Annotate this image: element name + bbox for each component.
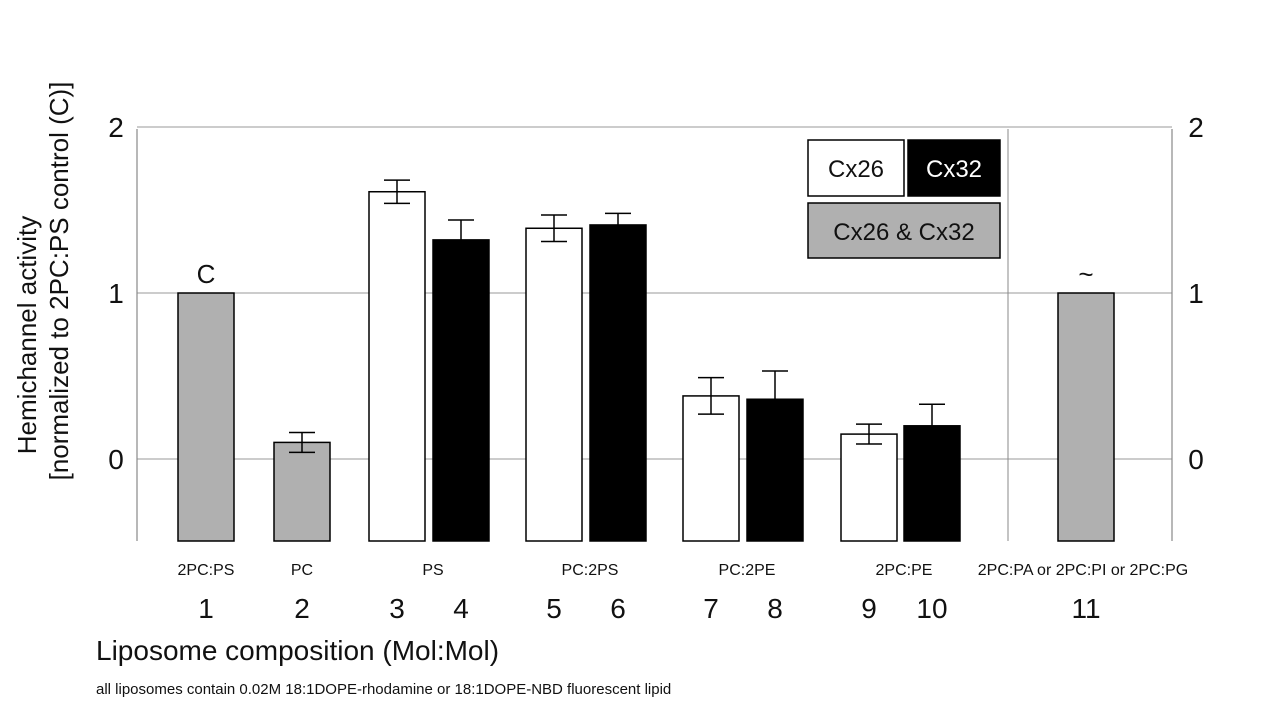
group-label-7: 2PC:PA or 2PC:PI or 2PC:PG [978,562,1188,579]
bar-number-label-3: 3 [389,593,405,624]
bar-5 [525,227,583,542]
group-label-3: PS [422,562,443,579]
bar-number-label-9: 9 [861,593,877,624]
bar-annotation-11: ~ [1078,259,1093,289]
bar-number-label-2: 2 [294,593,310,624]
y-tick-label-left-2: 2 [108,112,124,143]
legend-swatch-cx26-cx32 [807,202,1001,259]
bar-7 [682,395,740,542]
bar-6 [589,224,647,542]
legend-swatch-cx32 [907,139,1001,197]
legend-label-cx26: Cx26 [828,156,884,183]
bar-11 [1057,292,1115,542]
bar-number-label-4: 4 [453,593,469,624]
bar-3 [368,190,426,542]
bar-number-label-7: 7 [703,593,719,624]
y-axis-label-line2: [normalized to 2PC:PS control (C)] [44,82,74,481]
legend-swatch-cx26 [807,139,905,197]
y-tick-label-left-1: 1 [108,278,124,309]
bar-4 [432,239,490,542]
bars-layer: C ~ [177,179,1115,542]
bar-number-label-5: 5 [546,593,562,624]
bar-9 [840,433,898,542]
bar-number-label-8: 8 [767,593,783,624]
y-tick-label-left-0: 0 [108,444,124,475]
grid-layer [136,126,1173,541]
bar-annotation-1: C [197,259,216,289]
bar-2 [273,441,331,542]
y-tick-label-right-2: 2 [1188,112,1204,143]
group-label-6: 2PC:PE [876,562,933,579]
y-tick-label-right-1: 1 [1188,278,1204,309]
bar-number-label-11: 11 [1071,593,1100,624]
legend-label-cx32: Cx32 [926,156,982,183]
legend: Cx26 Cx32 Cx26 & Cx32 [807,139,1001,259]
group-label-2: PC [291,562,313,579]
bar-number-label-1: 1 [198,593,214,624]
group-label-5: PC:2PE [719,562,776,579]
bar-1 [177,292,235,542]
bar-number-label-6: 6 [610,593,626,624]
group-label-4: PC:2PS [562,562,619,579]
bar-number-label-10: 10 [916,593,947,624]
footnote: all liposomes contain 0.02M 18:1DOPE-rho… [96,681,671,698]
group-label-1: 2PC:PS [178,562,235,579]
y-axis-label-line1: Hemichannel activity [12,216,42,454]
y-tick-label-right-0: 0 [1188,444,1204,475]
legend-label-cx26-cx32: Cx26 & Cx32 [833,219,974,246]
x-axis-label: Liposome composition (Mol:Mol) [96,635,499,666]
